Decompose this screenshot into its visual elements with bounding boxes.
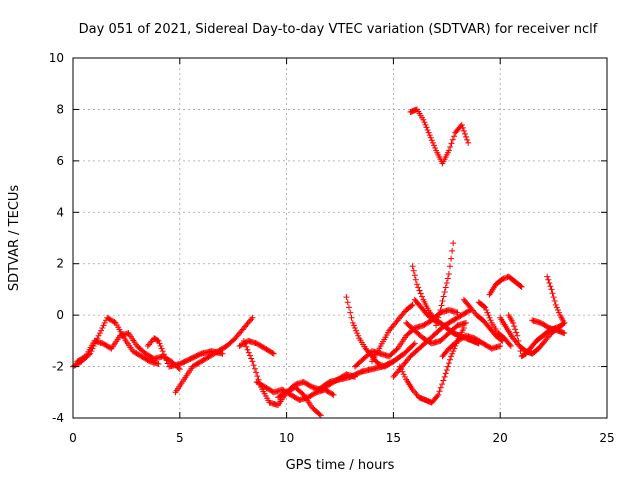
series-arc-20 (460, 296, 506, 344)
series-markers (529, 317, 568, 337)
series-markers (475, 299, 514, 349)
series-markers (240, 337, 324, 419)
axis-ticks (72, 57, 608, 419)
x-tick-labels: 0 5 10 15 20 25 (69, 431, 614, 445)
series-markers (433, 240, 457, 329)
x-tick-label: 5 (176, 431, 184, 445)
series-layer (70, 106, 568, 419)
y-tick-label: 2 (56, 257, 64, 271)
y-tick-label: 0 (56, 308, 64, 322)
series-markers (460, 296, 506, 344)
series-markers (439, 332, 504, 360)
series-arc-25 (544, 273, 568, 326)
series-markers (407, 106, 472, 167)
series-arc-4 (172, 314, 256, 396)
y-axis-label: SDTVAR / TECUs (7, 185, 22, 292)
series-arc-7 (253, 379, 337, 403)
series-markers (544, 273, 568, 326)
series-arc-27 (407, 106, 472, 167)
series-arc-26 (529, 317, 568, 337)
series-arc-21 (475, 299, 514, 349)
grid-lines (73, 58, 607, 418)
series-markers (486, 273, 525, 298)
series-arc-1 (70, 314, 162, 370)
x-tick-label: 10 (279, 431, 294, 445)
y-tick-label: 8 (56, 102, 64, 116)
series-markers (253, 379, 337, 403)
plot-frame (72, 57, 608, 419)
series-markers (172, 314, 256, 396)
x-tick-label: 0 (69, 431, 77, 445)
y-tick-label: 6 (56, 154, 64, 168)
series-arc-6 (240, 337, 324, 419)
series-markers (369, 301, 416, 365)
x-tick-label: 25 (599, 431, 614, 445)
series-arc-19 (439, 332, 504, 360)
chart-title: Day 051 of 2021, Sidereal Day-to-day VTE… (79, 22, 598, 37)
x-tick-label: 20 (493, 431, 508, 445)
series-markers (70, 314, 162, 370)
x-tick-label: 15 (386, 431, 401, 445)
series-arc-12 (369, 301, 416, 365)
y-tick-label: 4 (56, 205, 64, 219)
y-tick-labels: -4 -2 0 2 4 6 8 10 (49, 51, 64, 425)
series-arc-18 (433, 240, 457, 329)
series-arc-22 (486, 273, 525, 298)
series-markers (343, 294, 397, 370)
series-arc-10 (343, 294, 397, 370)
y-tick-label: -2 (52, 360, 64, 374)
y-tick-label: 10 (49, 51, 64, 65)
y-tick-label: -4 (52, 411, 64, 425)
x-axis-label: GPS time / hours (286, 458, 395, 473)
